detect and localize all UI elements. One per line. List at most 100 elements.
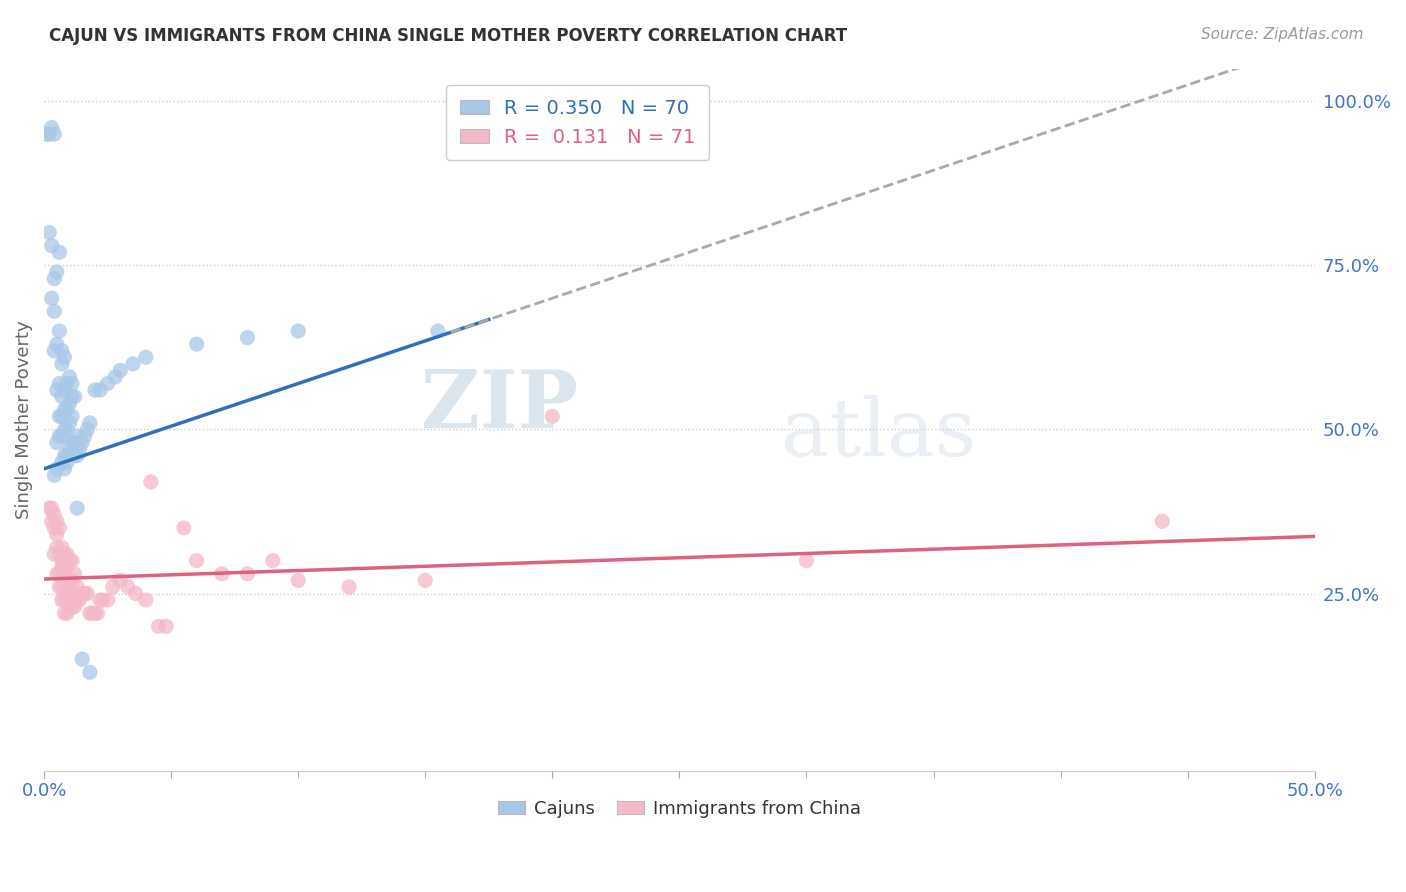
Point <box>79 665 101 680</box>
Point <box>44 343 66 358</box>
Point <box>70 586 93 600</box>
Point <box>53 351 76 365</box>
Point <box>135 351 157 365</box>
Point <box>56 376 79 391</box>
Point <box>84 606 107 620</box>
Point <box>66 429 89 443</box>
Point <box>51 343 73 358</box>
Point <box>60 574 83 588</box>
Point <box>287 324 309 338</box>
Point <box>70 435 93 450</box>
Point <box>41 120 63 135</box>
Point <box>38 226 60 240</box>
Point <box>51 429 73 443</box>
Point <box>122 357 145 371</box>
Point <box>48 324 70 338</box>
Point <box>48 245 70 260</box>
Point <box>38 501 60 516</box>
Point <box>236 330 259 344</box>
Point <box>63 435 86 450</box>
Point <box>44 304 66 318</box>
Point <box>1152 514 1174 528</box>
Point <box>66 580 89 594</box>
Point <box>60 554 83 568</box>
Point <box>51 580 73 594</box>
Point <box>45 527 67 541</box>
Point <box>56 449 79 463</box>
Point <box>66 501 89 516</box>
Point <box>44 468 66 483</box>
Point <box>56 402 79 417</box>
Point <box>91 593 114 607</box>
Point <box>148 619 170 633</box>
Point <box>79 416 101 430</box>
Point <box>796 554 818 568</box>
Point <box>110 363 132 377</box>
Point <box>53 422 76 436</box>
Point <box>135 593 157 607</box>
Point <box>58 554 80 568</box>
Point <box>53 383 76 397</box>
Text: Source: ZipAtlas.com: Source: ZipAtlas.com <box>1201 27 1364 42</box>
Text: ZIP: ZIP <box>420 367 578 444</box>
Point <box>44 521 66 535</box>
Point <box>56 422 79 436</box>
Point <box>63 390 86 404</box>
Point <box>82 606 104 620</box>
Point <box>139 475 162 489</box>
Point <box>44 547 66 561</box>
Point <box>58 416 80 430</box>
Point <box>337 580 360 594</box>
Point <box>287 574 309 588</box>
Point <box>53 449 76 463</box>
Point <box>48 566 70 581</box>
Point <box>104 370 127 384</box>
Point <box>63 599 86 614</box>
Point <box>63 449 86 463</box>
Point <box>69 593 91 607</box>
Point <box>48 580 70 594</box>
Point <box>101 580 124 594</box>
Point <box>73 586 96 600</box>
Point <box>413 574 436 588</box>
Point <box>53 560 76 574</box>
Point <box>45 541 67 555</box>
Point <box>117 580 139 594</box>
Point <box>56 586 79 600</box>
Point <box>48 547 70 561</box>
Point <box>173 521 195 535</box>
Point <box>56 560 79 574</box>
Point <box>53 593 76 607</box>
Point <box>70 652 93 666</box>
Point <box>76 422 98 436</box>
Point <box>58 396 80 410</box>
Point <box>63 566 86 581</box>
Point <box>53 547 76 561</box>
Point <box>41 514 63 528</box>
Point <box>41 501 63 516</box>
Point <box>186 337 208 351</box>
Point <box>541 409 564 424</box>
Point <box>56 606 79 620</box>
Point <box>45 383 67 397</box>
Point <box>51 357 73 371</box>
Point <box>56 547 79 561</box>
Point <box>236 566 259 581</box>
Point <box>45 337 67 351</box>
Point <box>58 370 80 384</box>
Point <box>51 554 73 568</box>
Point <box>45 265 67 279</box>
Point <box>84 383 107 397</box>
Point <box>97 376 120 391</box>
Y-axis label: Single Mother Poverty: Single Mother Poverty <box>15 320 32 519</box>
Point <box>97 593 120 607</box>
Point <box>41 238 63 252</box>
Point <box>186 554 208 568</box>
Legend: Cajuns, Immigrants from China: Cajuns, Immigrants from China <box>491 792 868 825</box>
Point <box>262 554 284 568</box>
Point <box>44 508 66 522</box>
Text: CAJUN VS IMMIGRANTS FROM CHINA SINGLE MOTHER POVERTY CORRELATION CHART: CAJUN VS IMMIGRANTS FROM CHINA SINGLE MO… <box>49 27 848 45</box>
Point <box>53 606 76 620</box>
Point <box>427 324 450 338</box>
Point <box>45 566 67 581</box>
